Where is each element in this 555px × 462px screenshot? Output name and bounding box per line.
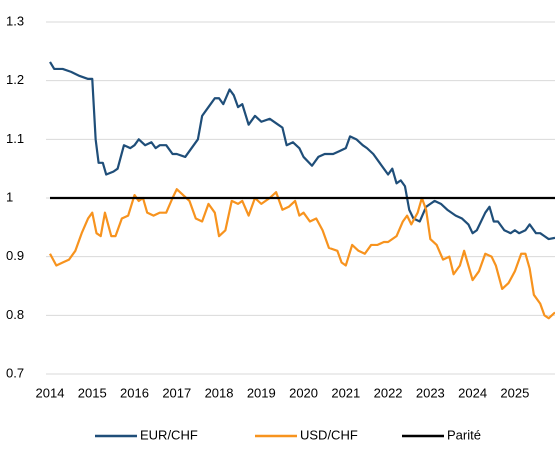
x-tick-label: 2025 — [500, 385, 529, 400]
y-tick-label: 1.1 — [6, 131, 24, 146]
legend-label: USD/CHF — [300, 427, 358, 442]
x-tick-label: 2019 — [247, 385, 276, 400]
x-tick-label: 2022 — [374, 385, 403, 400]
y-tick-label: 0.7 — [6, 365, 24, 380]
series-line — [49, 188, 555, 320]
x-tick-label: 2017 — [162, 385, 191, 400]
x-tick-label: 2015 — [78, 385, 107, 400]
y-tick-label: 1.2 — [6, 72, 24, 87]
y-tick-label: 1 — [6, 189, 13, 204]
x-tick-label: 2016 — [120, 385, 149, 400]
y-tick-label: 1.3 — [6, 13, 24, 28]
x-tick-label: 2018 — [205, 385, 234, 400]
x-tick-label: 2021 — [331, 385, 360, 400]
x-tick-label: 2020 — [289, 385, 318, 400]
legend-label: EUR/CHF — [140, 427, 198, 442]
x-tick-label: 2014 — [36, 385, 65, 400]
x-tick-label: 2023 — [416, 385, 445, 400]
y-tick-label: 0.8 — [6, 307, 24, 322]
series-line — [49, 61, 555, 241]
legend-label: Parité — [447, 427, 481, 442]
y-tick-label: 0.9 — [6, 248, 24, 263]
x-tick-label: 2024 — [458, 385, 487, 400]
